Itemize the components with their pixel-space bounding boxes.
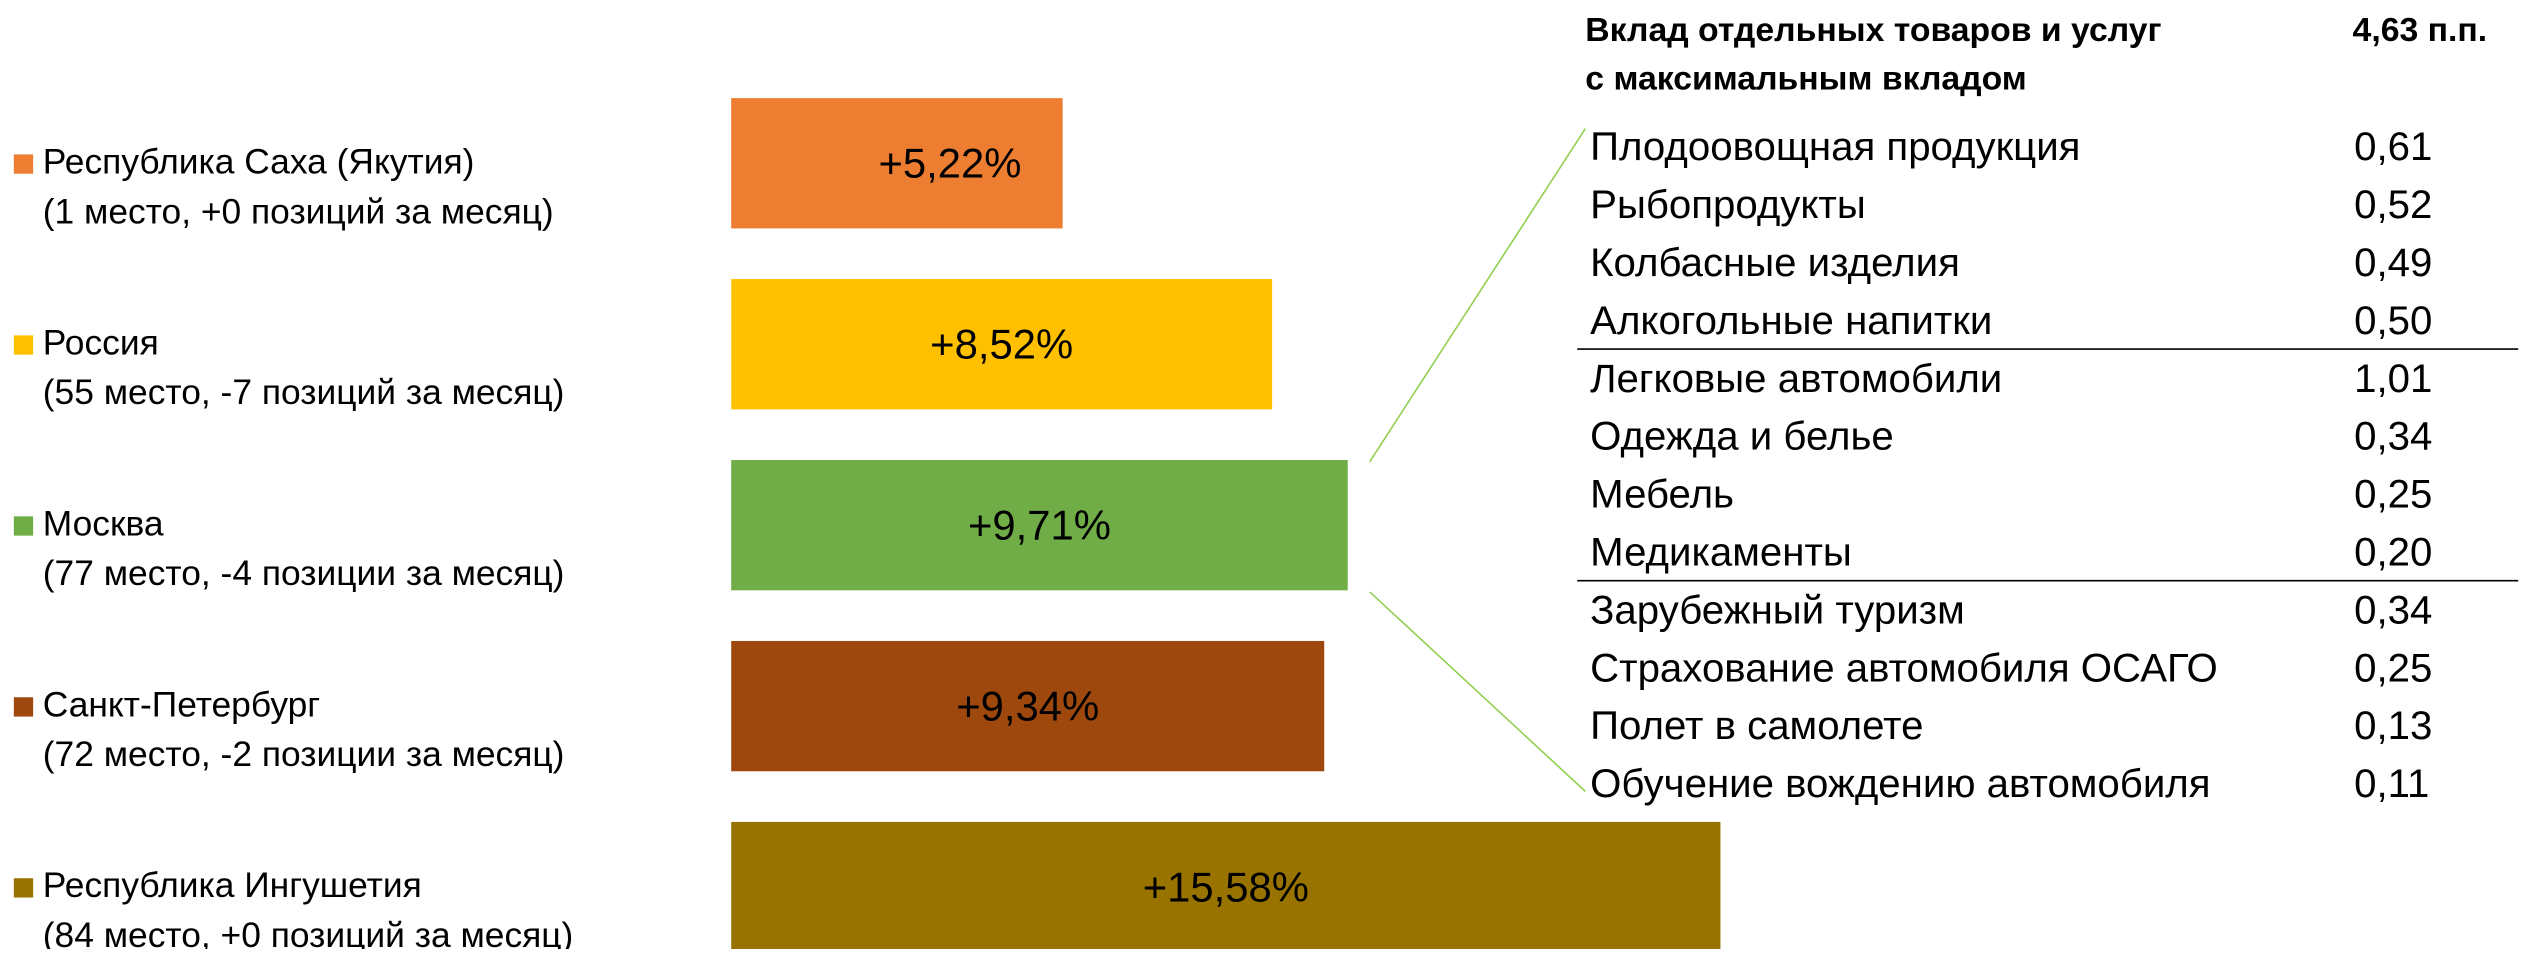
row-name: Алкогольные напитки bbox=[1590, 298, 1992, 343]
legend-label: Санкт-Петербург bbox=[43, 685, 320, 724]
row-value: 0,20 bbox=[2354, 530, 2432, 575]
row-name: Колбасные изделия bbox=[1590, 240, 1960, 285]
legend-note: (77 место, -4 позиции за месяц) bbox=[43, 554, 565, 593]
row-value: 0,11 bbox=[2354, 761, 2429, 806]
row-name: Страхование автомобиля ОСАГО bbox=[1590, 645, 2218, 690]
row-name: Легковые автомобили bbox=[1590, 356, 2002, 401]
bar bbox=[731, 460, 1348, 591]
row-value: 0,34 bbox=[2354, 587, 2432, 632]
row-value: 0,61 bbox=[2354, 124, 2432, 169]
legend-swatch bbox=[13, 154, 34, 174]
value-label: +9,71% bbox=[968, 501, 1111, 548]
value-label: +5,22% bbox=[879, 140, 1022, 187]
row-name: Медикаменты bbox=[1590, 530, 1852, 575]
table-title: Вклад отдельных товаров и услуг bbox=[1585, 11, 2161, 49]
row-name: Одежда и белье bbox=[1590, 414, 1894, 459]
connector bbox=[1369, 591, 1586, 792]
row-value: 0,25 bbox=[2354, 645, 2432, 690]
legend-note: (1 место, +0 позиций за месяц) bbox=[43, 192, 554, 231]
legend-label: Республика Ингушетия bbox=[43, 866, 422, 905]
row-value: 0,13 bbox=[2354, 703, 2432, 748]
legend-swatch bbox=[13, 516, 34, 536]
table-title: с максимальным вкладом bbox=[1585, 59, 2026, 97]
bar bbox=[731, 821, 1721, 953]
row-value: 1,01 bbox=[2354, 356, 2432, 401]
value-label: +8,52% bbox=[930, 320, 1073, 367]
legend-label: Москва bbox=[43, 504, 164, 543]
legend-label: Республика Саха (Якутия) bbox=[43, 142, 475, 181]
table-total: 4,63 п.п. bbox=[2353, 11, 2488, 49]
legend-swatch bbox=[13, 878, 34, 898]
value-label: +9,34% bbox=[956, 682, 1099, 729]
bar bbox=[731, 640, 1325, 772]
legend-note: (72 место, -2 позиции за месяц) bbox=[43, 735, 565, 774]
bar bbox=[731, 98, 1063, 229]
row-value: 0,50 bbox=[2354, 298, 2432, 343]
legend-label: Россия bbox=[43, 323, 159, 362]
row-value: 0,52 bbox=[2354, 182, 2432, 227]
row-name: Обучение вождению автомобиля bbox=[1590, 761, 2210, 806]
legend-swatch bbox=[13, 335, 34, 355]
bar bbox=[731, 279, 1273, 410]
row-name: Полет в самолете bbox=[1590, 703, 1923, 748]
row-value: 0,25 bbox=[2354, 472, 2432, 517]
row-name: Рыбопродукты bbox=[1590, 182, 1866, 227]
legend-note: (84 место, +0 позиций за месяц) bbox=[43, 916, 574, 949]
value-label: +15,58% bbox=[1143, 863, 1309, 910]
row-value: 0,34 bbox=[2354, 414, 2432, 459]
legend-swatch bbox=[13, 697, 34, 717]
row-name: Зарубежный туризм bbox=[1590, 587, 1965, 632]
legend-note: (55 место, -7 позиций за месяц) bbox=[43, 373, 565, 412]
row-value: 0,49 bbox=[2354, 240, 2432, 285]
connector bbox=[1369, 128, 1586, 463]
row-name: Плодоовощная продукция bbox=[1590, 124, 2080, 169]
row-name: Мебель bbox=[1590, 472, 1734, 517]
